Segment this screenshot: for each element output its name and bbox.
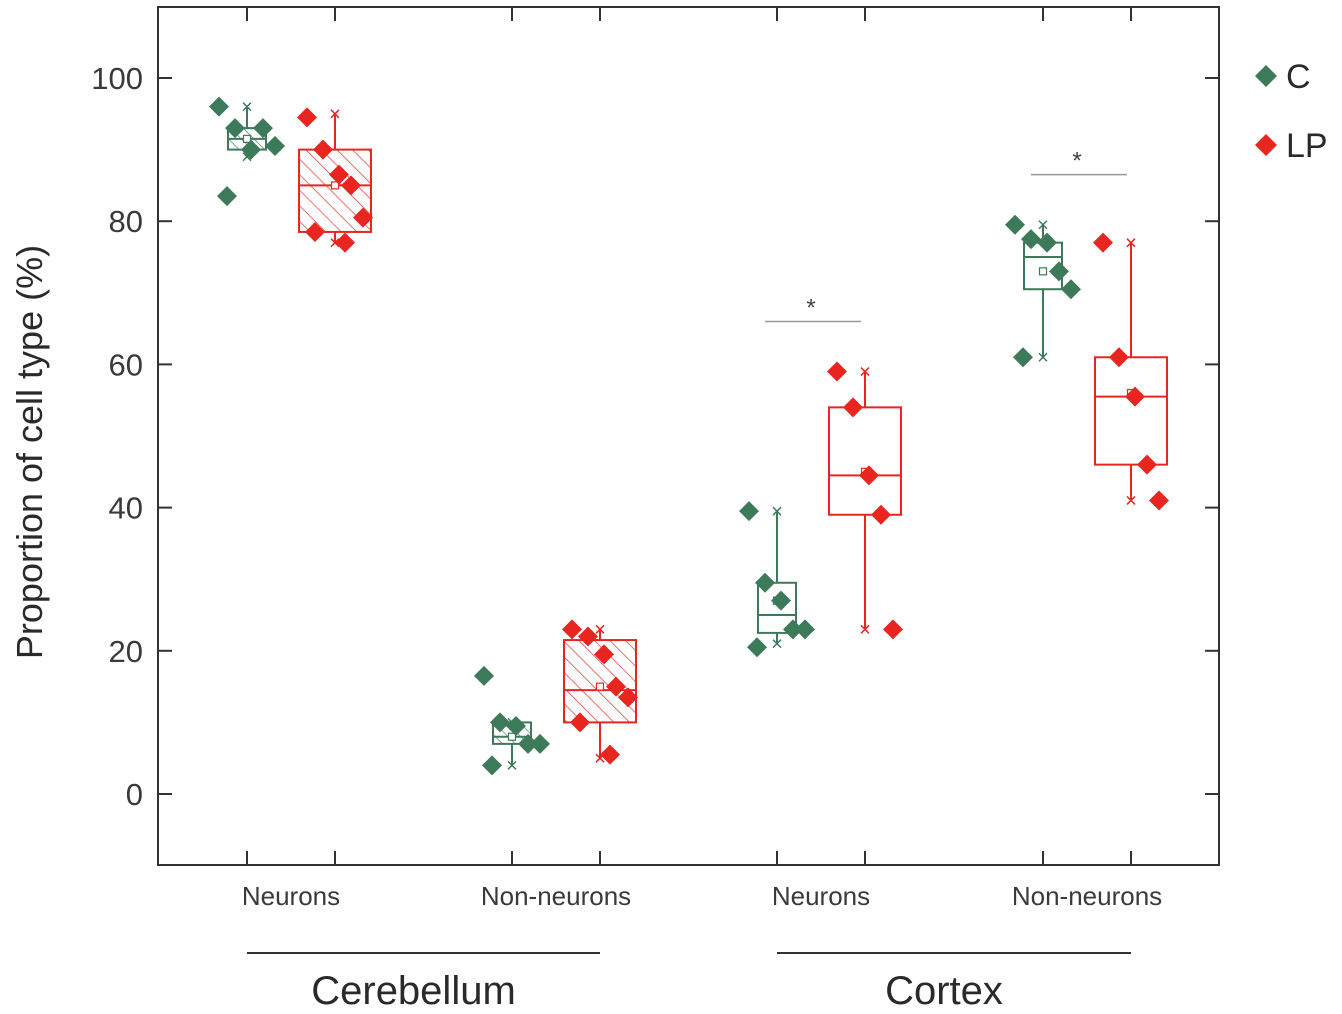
mean-marker (330, 181, 340, 190)
y-tick-label: 100 (91, 61, 143, 96)
whisker-end-marker (242, 102, 252, 112)
whisker-end-marker (595, 624, 605, 634)
whisker-end-marker (1126, 495, 1136, 505)
group-labels: Cerebellum Cortex (247, 952, 1131, 1013)
y-tick-label: 0 (126, 777, 143, 812)
data-point-C (482, 755, 502, 776)
data-point-C (490, 712, 510, 733)
data-point-C (755, 572, 775, 593)
data-point-C (209, 96, 229, 117)
data-point-LP (1125, 386, 1145, 407)
data-point-LP (1093, 232, 1113, 253)
whisker-end-marker (1038, 352, 1048, 362)
y-axis: 0 20 40 60 80 100 (91, 61, 1219, 812)
y-tick-label: 40 (109, 491, 143, 526)
whisker-end-marker (1038, 220, 1048, 230)
plot-frame (157, 6, 1220, 866)
data-point-C (474, 665, 494, 686)
data-point-LP (883, 619, 903, 640)
data-point-C (1005, 214, 1025, 235)
data-point-LP (606, 676, 626, 697)
data-point-C (1061, 279, 1081, 300)
data-point-LP (871, 504, 891, 525)
data-point-C (518, 733, 538, 754)
significance-star: * (1072, 148, 1081, 175)
whisker-end-marker (507, 760, 517, 770)
legend-label: C (1286, 58, 1311, 96)
data-point-C (783, 619, 803, 640)
legend-marker-C (1255, 65, 1277, 87)
data-point-LP (600, 744, 620, 765)
whisker-end-marker (772, 639, 782, 649)
data-point-LP (570, 712, 590, 733)
data-point-LP (297, 107, 317, 128)
box-series (227, 102, 1168, 770)
data-point-LP (329, 164, 349, 185)
data-point-C (1021, 229, 1041, 250)
y-axis-title: Proportion of cell type (%) (9, 245, 50, 659)
data-point-LP (305, 221, 325, 242)
box-body (1094, 356, 1168, 466)
data-point-C (771, 590, 791, 611)
data-point-LP (353, 207, 373, 228)
significance-markers: ** (765, 148, 1127, 323)
data-point-LP (313, 139, 333, 160)
mean-marker (595, 682, 605, 691)
whisker-end-marker (772, 506, 782, 516)
legend-label: LP (1286, 127, 1328, 165)
x-category-label: Non-neurons (481, 881, 631, 911)
legend-marker-LP (1255, 134, 1277, 156)
data-point-LP (335, 232, 355, 253)
x-category-label: Non-neurons (1012, 881, 1162, 911)
data-point-C (506, 715, 526, 736)
whisker-end-marker (1126, 238, 1136, 248)
x-axis: Neurons Non-neurons Neurons Non-neurons (242, 7, 1162, 911)
data-point-LP (562, 619, 582, 640)
data-point-LP (618, 687, 638, 708)
data-point-LP (341, 175, 361, 196)
mean-marker (507, 732, 517, 741)
whisker-end-marker (330, 109, 340, 119)
data-point-LP (578, 626, 598, 647)
significance-star: * (806, 294, 815, 321)
data-point-C (253, 118, 273, 139)
legend: C LP (1255, 58, 1328, 165)
data-point-C (1037, 232, 1057, 253)
y-tick-label: 20 (109, 634, 143, 669)
y-tick-label: 80 (109, 204, 143, 239)
box-body (828, 406, 902, 516)
data-point-C (747, 637, 767, 658)
data-point-C (795, 619, 815, 640)
group-label: Cortex (885, 969, 1003, 1013)
data-points (209, 96, 1169, 776)
data-point-LP (859, 465, 879, 486)
mean-marker (242, 134, 252, 143)
data-point-C (530, 733, 550, 754)
group-label: Cerebellum (311, 969, 516, 1013)
x-category-label: Neurons (242, 881, 340, 911)
data-point-LP (827, 361, 847, 382)
whisker-end-marker (860, 367, 870, 377)
whisker-end-marker (860, 624, 870, 634)
box-LP (828, 367, 902, 634)
data-point-LP (843, 397, 863, 418)
data-point-LP (594, 644, 614, 665)
data-point-C (225, 118, 245, 139)
data-point-LP (1149, 490, 1169, 511)
data-point-C (1013, 347, 1033, 368)
data-point-C (265, 136, 285, 157)
mean-marker (1038, 267, 1048, 276)
data-point-C (217, 186, 237, 207)
y-tick-label: 60 (109, 347, 143, 382)
data-point-LP (1137, 454, 1157, 475)
data-point-C (739, 501, 759, 522)
x-category-label: Neurons (772, 881, 870, 911)
data-point-C (1049, 261, 1069, 282)
data-point-C (241, 139, 261, 160)
data-point-LP (1109, 347, 1129, 368)
